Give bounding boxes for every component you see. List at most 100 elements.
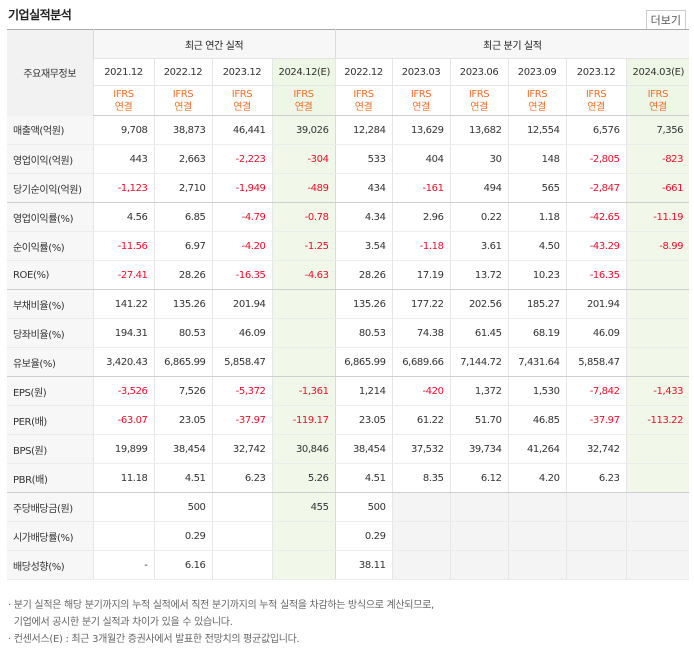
table-cell: 4.50 bbox=[507, 231, 567, 261]
table-row: 배당성향(%) -6.16 38.11 bbox=[7, 550, 690, 580]
table-cell: 5.26 bbox=[271, 463, 336, 493]
table-cell: 7,431.64 bbox=[507, 347, 567, 377]
table-cell: -11.56 bbox=[92, 231, 154, 261]
consolidated-label: 연결 bbox=[233, 101, 251, 113]
table-cell: 6.97 bbox=[153, 231, 212, 261]
table-cell: 4.56 bbox=[92, 202, 154, 232]
table-cell: 9,708 bbox=[92, 115, 154, 145]
table-row: EPS(원) -3,526 7,526 -5,372 -1,361 1,214 -420 1,… bbox=[7, 376, 690, 406]
table-cell: 135.26 bbox=[153, 289, 212, 319]
table-cell: -7,842 bbox=[565, 376, 627, 406]
table-cell bbox=[507, 521, 567, 551]
period-header: 2022.12 bbox=[334, 58, 393, 86]
table-cell: -27.41 bbox=[92, 260, 154, 290]
table-cell: 6.16 bbox=[153, 550, 212, 580]
table-cell: -37.97 bbox=[211, 405, 272, 435]
ifrs-consolidated-label: IFRS 연결 bbox=[625, 85, 690, 116]
footnote-line-1: · 분기 실적은 해당 분기까지의 누적 실적에서 직전 분기까지의 누적 실적… bbox=[8, 600, 434, 611]
table-cell: 201.94 bbox=[565, 289, 627, 319]
table-cell: -2,847 bbox=[565, 173, 627, 203]
table-cell: 2,663 bbox=[153, 144, 212, 174]
table-row: 부채비율(%) 141.22 135.26 201.94 135.26 177.22 202… bbox=[7, 289, 690, 319]
table-cell: 23.05 bbox=[334, 405, 393, 435]
table-cell: 0.29 bbox=[153, 521, 212, 551]
table-cell: -489 bbox=[271, 173, 336, 203]
table-cell: 46.85 bbox=[507, 405, 567, 435]
row-label: EPS(원) bbox=[7, 376, 93, 406]
consolidated-label: 연결 bbox=[114, 101, 133, 113]
table-row: 당기순이익(억원) -1,123 2,710 -1,949 -489 434 -161 494… bbox=[7, 173, 690, 203]
period-header: 2024.03(E) bbox=[625, 58, 690, 86]
table-cell bbox=[625, 347, 690, 377]
table-cell: 494 bbox=[449, 173, 509, 203]
table-cell: -42.65 bbox=[565, 202, 627, 232]
period-header: 2023.03 bbox=[391, 58, 451, 86]
ifrs-consolidated-label: IFRS 연결 bbox=[92, 85, 154, 116]
table-cell bbox=[271, 521, 336, 551]
table-cell bbox=[565, 550, 627, 580]
table-cell: 68.19 bbox=[507, 318, 567, 348]
table-cell: 443 bbox=[92, 144, 154, 174]
period-header: 2023.12 bbox=[565, 58, 627, 86]
table-cell: 13.72 bbox=[449, 260, 509, 290]
table-cell: -1,949 bbox=[211, 173, 272, 203]
table-cell: -37.97 bbox=[565, 405, 627, 435]
ifrs-label: IFRS bbox=[353, 88, 374, 100]
footnotes: · 분기 실적은 해당 분기까지의 누적 실적에서 직전 분기까지의 누적 실적… bbox=[8, 597, 434, 648]
consolidated-label: 연결 bbox=[354, 101, 373, 113]
table-cell: 565 bbox=[507, 173, 567, 203]
table-cell: 500 bbox=[153, 492, 212, 522]
table-cell: 3.61 bbox=[449, 231, 509, 261]
column-header-label: 주요재무정보 bbox=[7, 29, 93, 116]
consolidated-label: 연결 bbox=[649, 101, 667, 113]
table-cell bbox=[507, 550, 567, 580]
table-cell bbox=[625, 492, 690, 522]
table-cell bbox=[211, 492, 272, 522]
financial-summary-table: 주요재무정보 최근 연간 실적 최근 분기 실적 2021.12 2022.12 2… bbox=[7, 29, 690, 580]
table-row: 매출액(억원) 9,708 38,873 46,441 39,026 12,284 13,6… bbox=[7, 115, 690, 145]
table-row: 유보율(%) 3,420.43 6,865.99 5,858.47 6,865.99 6,… bbox=[7, 347, 690, 377]
table-row: 순이익률(%) -11.56 6.97 -4.20 -1.25 3.54 -1.18 3.61… bbox=[7, 231, 690, 261]
table-row: BPS(원) 19,899 38,454 32,742 30,846 38,454 37,5… bbox=[7, 434, 690, 464]
row-label: BPS(원) bbox=[7, 434, 93, 464]
table-cell: 30 bbox=[449, 144, 509, 174]
table-cell: 6.85 bbox=[153, 202, 212, 232]
table-cell: 80.53 bbox=[153, 318, 212, 348]
table-cell: -3,526 bbox=[92, 376, 154, 406]
table-cell: -5,372 bbox=[211, 376, 272, 406]
row-label: PER(배) bbox=[7, 405, 93, 435]
table-row: 주당배당금(원) 500 455 500 bbox=[7, 492, 690, 522]
row-label: 배당성향(%) bbox=[7, 550, 93, 580]
ifrs-label: IFRS bbox=[647, 88, 669, 100]
table-cell: 148 bbox=[507, 144, 567, 174]
table-cell: -823 bbox=[625, 144, 690, 174]
table-cell: 1,530 bbox=[507, 376, 567, 406]
table-cell: 6.12 bbox=[449, 463, 509, 493]
table-row: ROE(%) -27.41 28.26 -16.35 -4.63 28.26 17.19 13… bbox=[7, 260, 690, 290]
table-cell bbox=[92, 492, 154, 522]
table-cell: -119.17 bbox=[271, 405, 336, 435]
period-header: 2023.09 bbox=[507, 58, 567, 86]
table-cell: -661 bbox=[625, 173, 690, 203]
row-label: 순이익률(%) bbox=[7, 231, 93, 261]
table-cell: 2.96 bbox=[391, 202, 451, 232]
table-cell: -1.25 bbox=[271, 231, 336, 261]
table-cell: 4.20 bbox=[507, 463, 567, 493]
table-cell: -1.18 bbox=[391, 231, 451, 261]
more-button[interactable]: 더보기 bbox=[645, 10, 686, 30]
table-cell bbox=[271, 289, 336, 319]
table-cell: 38,873 bbox=[153, 115, 212, 145]
table-cell: -4.20 bbox=[211, 231, 272, 261]
row-label: 매출액(억원) bbox=[7, 115, 93, 145]
ifrs-label: IFRS bbox=[231, 88, 253, 100]
table-cell bbox=[449, 550, 509, 580]
table-cell bbox=[625, 289, 690, 319]
table-cell: 23.05 bbox=[153, 405, 212, 435]
table-cell: 185.27 bbox=[507, 289, 567, 319]
table-row: PBR(배) 11.18 4.51 6.23 5.26 4.51 8.35 6.12 4.20 6… bbox=[7, 463, 690, 493]
table-cell: 533 bbox=[334, 144, 393, 174]
ifrs-consolidated-label: IFRS 연결 bbox=[271, 85, 336, 116]
table-cell: 51.70 bbox=[449, 405, 509, 435]
period-header: 2023.12 bbox=[211, 58, 272, 86]
table-cell: -304 bbox=[271, 144, 336, 174]
